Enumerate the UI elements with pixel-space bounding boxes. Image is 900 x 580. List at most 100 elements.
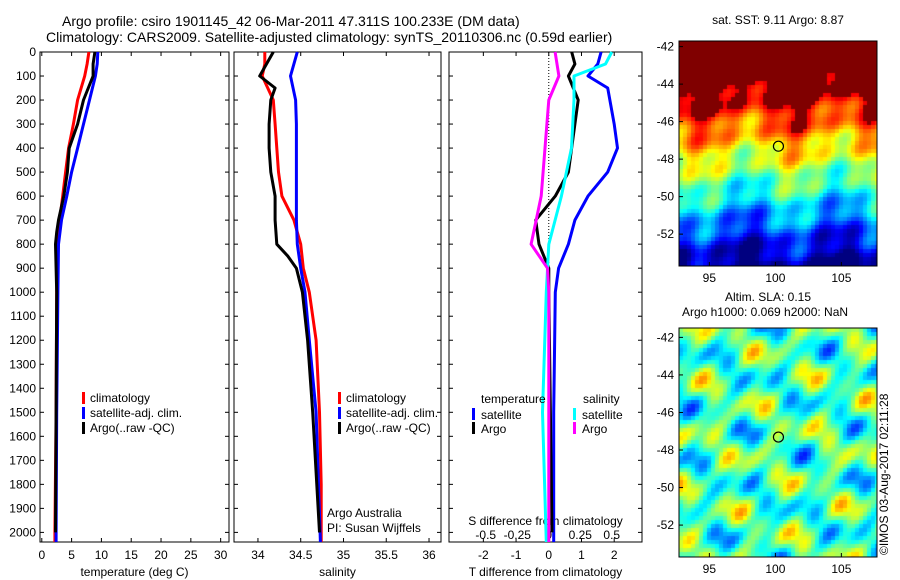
profile-panel-1: 0100200300400500600700800900100011001200… — [9, 45, 230, 579]
series-argo — [54, 51, 97, 533]
series-salinity-argo — [529, 51, 561, 542]
legend-swatch — [472, 422, 475, 434]
y-tick-label: 1900 — [9, 501, 36, 515]
legend-swatch — [338, 407, 341, 419]
y-tick-label: 500 — [16, 165, 36, 179]
sla-map-axes: 95 100 105 -42 -44 -46 -48 -50 -52 Altim. SLA: 0.… — [657, 290, 878, 576]
x-tick-label: 25 — [184, 548, 198, 562]
y-tick-label: 800 — [16, 237, 36, 251]
lat-tick-label: -50 — [657, 190, 675, 204]
x-tick-label: 35.5 — [375, 548, 399, 562]
legend-label: Argo — [481, 422, 507, 436]
figure-title: Argo profile: csiro 1901145_42 06-Mar-20… — [62, 13, 520, 29]
legend-label: satellite-adj. clim. — [346, 406, 438, 420]
y-tick-label: 600 — [16, 189, 36, 203]
legend-swatch — [573, 408, 576, 420]
map-subtitle: Argo h1000: 0.069 h2000: NaN — [682, 305, 848, 319]
legend-swatch — [82, 422, 85, 434]
x-tick-label: 34.5 — [289, 548, 313, 562]
y-tick-label: 1100 — [10, 309, 36, 323]
y-tick-label: 300 — [16, 117, 36, 131]
y-tick-label: 200 — [16, 93, 36, 107]
lon-tick-label: 105 — [831, 271, 851, 285]
annotation-text: Argo Australia — [327, 506, 402, 520]
map-frame — [678, 327, 878, 558]
y-tick-label: 1300 — [9, 357, 36, 371]
sst-map-axes: 95 100 105 -42 -44 -46 -48 -50 -52 sat. SST: 9.11… — [657, 13, 878, 285]
s-tick-label: -0.25 — [504, 528, 532, 542]
legend-label: satellite — [481, 408, 522, 422]
lon-tick-label: 95 — [703, 562, 717, 576]
map-title: Altim. SLA: 0.15 — [725, 290, 811, 304]
lat-tick-label: -48 — [657, 152, 675, 166]
x-axis-label: temperature (deg C) — [80, 565, 188, 579]
lon-tick-label: 95 — [703, 271, 717, 285]
y-tick-label: 1600 — [9, 429, 36, 443]
y-tick-label: 400 — [16, 141, 36, 155]
legend-swatch — [338, 392, 341, 404]
lat-tick-label: -42 — [657, 40, 675, 54]
x-tick-label: 30 — [214, 548, 228, 562]
legend-label: satellite — [582, 408, 623, 422]
y-tick-label: 1800 — [9, 477, 36, 491]
lat-tick-label: -44 — [657, 368, 675, 382]
lon-tick-label: 105 — [831, 562, 851, 576]
legend-swatch — [573, 422, 576, 434]
legend-label: climatology — [346, 391, 406, 405]
plot-frame — [39, 51, 230, 543]
series-temperature-satellite — [552, 51, 619, 542]
x-tick-label: 35 — [337, 548, 351, 562]
map-title: sat. SST: 9.11 Argo: 8.87 — [712, 13, 844, 27]
lat-tick-label: -46 — [657, 405, 675, 419]
s-tick-label: 0.25 — [569, 528, 593, 542]
x-tick-label: -2 — [478, 548, 489, 562]
legend-swatch — [338, 422, 341, 434]
lon-tick-label: 100 — [765, 562, 785, 576]
x-tick-label: 2 — [611, 548, 618, 562]
lat-tick-label: -48 — [657, 443, 675, 457]
y-tick-label: 0 — [29, 45, 36, 59]
lon-tick-label: 100 — [765, 271, 785, 285]
legend-heading-salinity: salinity — [583, 392, 620, 406]
s-tick-label: -0.5 — [475, 528, 496, 542]
y-tick-label: 1500 — [9, 405, 36, 419]
legend-label: Argo(..raw -QC) — [346, 421, 431, 435]
y-tick-label: 1000 — [9, 285, 36, 299]
lat-tick-label: -52 — [657, 518, 675, 532]
credit-text: ©IMOS 03-Aug-2017 02:11:28 — [877, 393, 891, 555]
y-tick-label: 2000 — [9, 525, 36, 539]
profile-panel-3: -2 -1 0 1 2 T difference from climatology -0.5… — [448, 51, 643, 579]
figure-subtitle: Climatology: CARS2009. Satellite-adjuste… — [46, 29, 613, 45]
lat-tick-label: -42 — [657, 330, 675, 344]
legend-heading-temperature: temperature — [481, 392, 546, 406]
argo-location-marker — [772, 140, 785, 152]
argo-location-marker — [772, 431, 785, 443]
legend-label: climatology — [90, 391, 150, 405]
y-tick-label: 1200 — [9, 333, 36, 347]
x-axis-label: T difference from climatology — [469, 565, 623, 579]
annotation-text: PI: Susan Wijffels — [327, 521, 421, 535]
x-tick-label: 20 — [154, 548, 168, 562]
s-tick-label: 0.5 — [603, 528, 620, 542]
y-tick-label: 1400 — [9, 381, 36, 395]
x-tick-label: 5 — [68, 548, 75, 562]
x-tick-label: -1 — [511, 548, 522, 562]
legend-label: Argo(..raw -QC) — [90, 421, 175, 435]
x-tick-label: 0 — [545, 548, 552, 562]
series-climatology — [260, 52, 323, 542]
profile-panel-2: 34 34.5 35 35.5 36 salinity climatologysatelli… — [233, 51, 442, 579]
lat-tick-label: -50 — [657, 481, 675, 495]
lat-tick-label: -46 — [657, 115, 675, 129]
x-tick-label: 34 — [251, 548, 265, 562]
legend-swatch — [82, 392, 85, 404]
series-salinity-satellite — [541, 51, 614, 543]
lat-tick-label: -52 — [657, 227, 675, 241]
y-tick-label: 700 — [16, 213, 36, 227]
legend-label: satellite-adj. clim. — [90, 406, 182, 420]
lat-tick-label: -44 — [657, 77, 675, 91]
y-tick-label: 1700 — [9, 453, 36, 467]
plot-frame — [233, 51, 442, 543]
